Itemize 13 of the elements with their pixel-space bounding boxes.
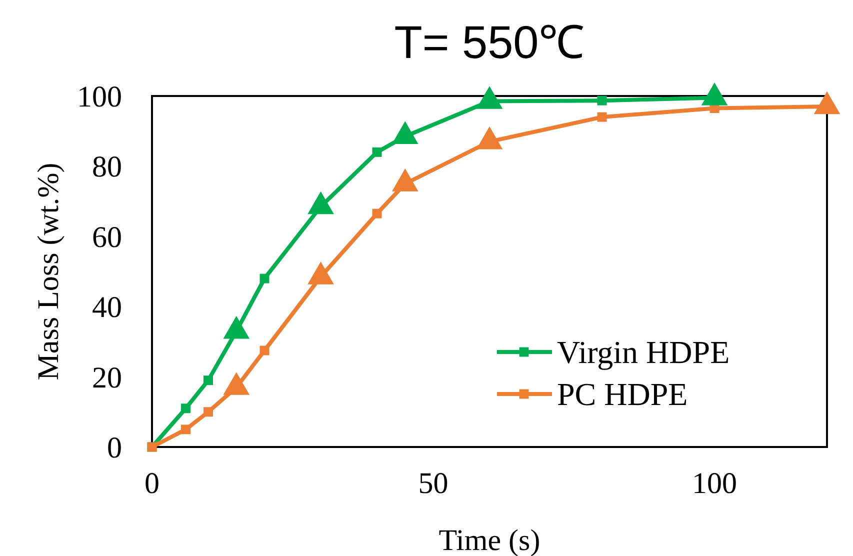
legend-label: Virgin HDPE — [557, 334, 730, 370]
y-tick-label: 100 — [77, 80, 122, 114]
y-tick-label: 40 — [92, 291, 122, 324]
y-tick-label: 0 — [107, 432, 122, 464]
legend-label: PC HDPE — [557, 376, 688, 412]
y-axis-title: Mass Loss (wt.%) — [32, 162, 65, 380]
x-tick-label: 50 — [418, 467, 448, 500]
x-tick-label: 100 — [692, 467, 737, 500]
y-tick-label: 80 — [92, 150, 122, 184]
x-tick-label: 0 — [144, 467, 160, 500]
y-tick-label: 20 — [92, 361, 122, 394]
chart-title: T= 550℃ — [394, 16, 585, 68]
y-tick-label: 60 — [92, 220, 122, 254]
